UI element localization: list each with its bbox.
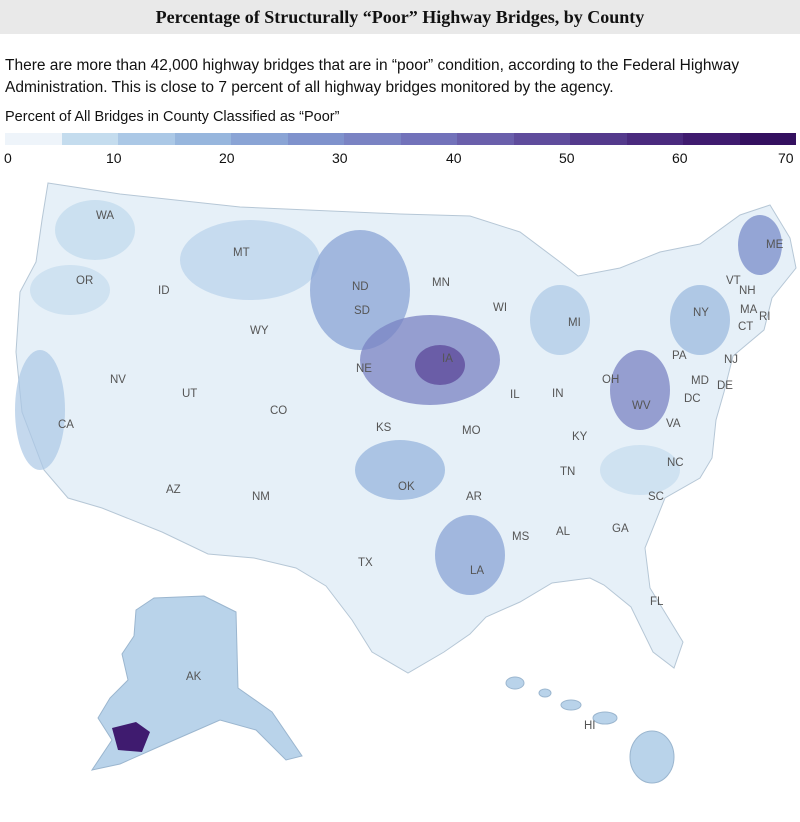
state-label: NM — [252, 491, 270, 503]
state-label: NC — [667, 457, 684, 469]
state-label: SD — [354, 305, 370, 317]
state-label: IA — [442, 353, 453, 365]
state-label: TX — [358, 557, 373, 569]
legend-tick: 40 — [446, 150, 462, 166]
legend-swatch — [513, 133, 570, 145]
legend-swatch — [231, 133, 288, 145]
state-label: NY — [693, 307, 709, 319]
state-label: MT — [233, 247, 250, 259]
state-label: NV — [110, 374, 126, 386]
state-label: OR — [76, 275, 93, 287]
state-label: TN — [560, 466, 575, 478]
legend-swatch — [400, 133, 457, 145]
state-label: WA — [96, 210, 114, 222]
legend-swatch — [5, 133, 62, 145]
legend-tick: 10 — [106, 150, 122, 166]
hawaii-islands — [505, 676, 675, 784]
legend-swatch — [344, 133, 401, 145]
legend-swatch — [683, 133, 740, 145]
state-label: DC — [684, 393, 701, 405]
legend-tick: 30 — [332, 150, 348, 166]
state-label: CO — [270, 405, 287, 417]
state-label: AR — [466, 491, 482, 503]
legend-swatch — [61, 133, 118, 145]
legend-tick: 50 — [559, 150, 575, 166]
state-label: ID — [158, 285, 170, 297]
state-label: WY — [250, 325, 269, 337]
legend-tick: 0 — [4, 150, 12, 166]
state-label: AL — [556, 526, 571, 538]
state-label: DE — [717, 380, 733, 392]
legend-swatch — [174, 133, 231, 145]
legend-tick: 70 — [778, 150, 794, 166]
state-label: NH — [739, 285, 756, 297]
title-bar — [0, 0, 800, 34]
state-label: LA — [470, 565, 484, 577]
state-label: VA — [666, 418, 681, 430]
state-label: OK — [398, 481, 415, 493]
state-label: AK — [186, 671, 202, 683]
legend-swatch — [457, 133, 514, 145]
chart-title: Percentage of Structurally “Poor” Highwa… — [155, 7, 645, 27]
choropleth-shading — [15, 200, 782, 752]
legend-swatch — [739, 133, 796, 145]
legend-tick: 20 — [219, 150, 235, 166]
state-label: MA — [740, 304, 758, 316]
state-label: CT — [738, 321, 753, 333]
state-label: MI — [568, 317, 581, 329]
state-label: CA — [58, 419, 74, 431]
state-label: WV — [632, 400, 651, 412]
state-label: NE — [356, 363, 372, 375]
state-label: KS — [376, 422, 392, 434]
state-label: MD — [691, 375, 709, 387]
state-label: RI — [759, 311, 771, 323]
state-label: ND — [352, 281, 369, 293]
state-label: AZ — [166, 484, 181, 496]
state-label: UT — [182, 388, 197, 400]
state-label: VT — [726, 275, 741, 287]
state-label: KY — [572, 431, 588, 443]
state-label: OH — [602, 374, 619, 386]
state-label: FL — [650, 596, 664, 608]
state-label: ME — [766, 239, 784, 251]
legend-swatch — [570, 133, 627, 145]
state-label: WI — [493, 302, 507, 314]
description: There are more than 42,000 highway bridg… — [5, 57, 740, 96]
legend-title: Percent of All Bridges in County Classif… — [5, 109, 340, 125]
legend-swatch — [287, 133, 344, 145]
state-label: MN — [432, 277, 450, 289]
state-label: GA — [612, 523, 629, 535]
state-label: IL — [510, 389, 520, 401]
legend-tick: 60 — [672, 150, 688, 166]
legend-swatch — [118, 133, 175, 145]
legend-color-bar — [5, 133, 796, 145]
state-label: PA — [672, 350, 687, 362]
state-label: SC — [648, 491, 664, 503]
legend-swatch — [626, 133, 683, 145]
state-label: MS — [512, 531, 530, 543]
lower48-outline — [15, 182, 797, 674]
state-label: IN — [552, 388, 564, 400]
state-label: MO — [462, 425, 481, 437]
alaska-outline — [90, 595, 303, 771]
us-county-map: WA OR CA ID NV MT WY UT AZ CO NM ND SD NE KS OK TX MN IA MO… — [15, 182, 797, 784]
state-label: NJ — [724, 354, 738, 366]
state-label: HI — [584, 720, 596, 732]
